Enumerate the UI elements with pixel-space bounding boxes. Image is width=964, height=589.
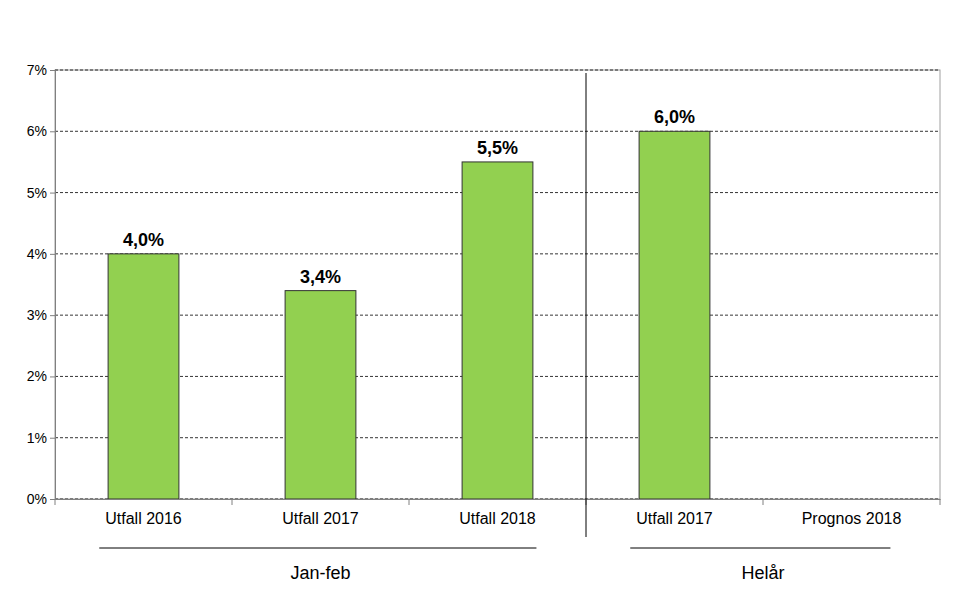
bars <box>108 131 710 499</box>
tick: 7% <box>27 62 55 78</box>
tick: 4% <box>27 246 55 262</box>
grid-line <box>55 131 940 132</box>
data-label: 5,5% <box>477 138 518 158</box>
bar <box>462 162 533 499</box>
tick: 0% <box>27 491 55 507</box>
tick-mark <box>50 254 55 255</box>
plot-frame <box>55 70 940 499</box>
tick-label: 4% <box>27 246 47 262</box>
tick: Utfall 2017 <box>282 499 359 527</box>
category-tick <box>55 499 56 505</box>
tick: 6% <box>27 123 55 139</box>
chart: 4,0% 3,4% 5,5% 6,0% 0% 1% 2% 3% 4% 5% 6% 7% Utfall 2… <box>0 0 964 589</box>
tick-mark <box>50 438 55 439</box>
tick-label: Utfall 2016 <box>105 510 182 527</box>
groups: Jan-feb Helår <box>99 73 890 583</box>
tick-label: Utfall 2017 <box>636 510 713 527</box>
tick-mark <box>50 315 55 316</box>
category-tick <box>409 499 410 505</box>
axis-line <box>56 499 941 500</box>
tick: 2% <box>27 368 55 384</box>
tick-mark <box>50 193 55 194</box>
group-separator <box>586 73 587 537</box>
y-axis: 0% 1% 2% 3% 4% 5% 6% 7% <box>27 62 56 507</box>
tick-label: 3% <box>27 307 47 323</box>
category-separators <box>55 499 940 505</box>
data-label: 3,4% <box>300 267 341 287</box>
tick: 5% <box>27 185 55 201</box>
tick-label: 6% <box>27 123 47 139</box>
bar <box>108 254 179 499</box>
tick-label: 1% <box>27 430 47 446</box>
group-underline <box>630 548 890 549</box>
tick: Prognos 2018 <box>802 499 902 527</box>
tick-mark <box>50 376 55 377</box>
group-label: Jan-feb <box>290 563 350 583</box>
data-labels: 4,0% 3,4% 5,5% 6,0% <box>123 107 695 286</box>
tick: Utfall 2016 <box>105 499 182 527</box>
tick-label: 5% <box>27 185 47 201</box>
tick: 3% <box>27 307 55 323</box>
x-axis: Utfall 2016 Utfall 2017 Utfall 2018 Utfall … <box>56 499 941 527</box>
group-label: Helår <box>741 563 784 583</box>
tick-mark <box>50 131 55 132</box>
bar <box>639 131 710 499</box>
tick-mark <box>50 70 55 71</box>
category-tick <box>763 499 764 505</box>
tick-label: 0% <box>27 491 47 507</box>
tick-label: Utfall 2017 <box>282 510 359 527</box>
grid <box>55 70 940 499</box>
tick-label: Prognos 2018 <box>802 510 902 527</box>
category-tick <box>232 499 233 505</box>
bar <box>285 291 356 499</box>
tick-label: 2% <box>27 368 47 384</box>
tick: 1% <box>27 430 55 446</box>
tick-label: Utfall 2018 <box>459 510 536 527</box>
group-underline <box>99 548 536 549</box>
category-tick <box>940 499 941 505</box>
grid-line <box>55 70 940 71</box>
data-label: 4,0% <box>123 230 164 250</box>
tick: Utfall 2018 <box>459 499 536 527</box>
tick-label: 7% <box>27 62 47 78</box>
tick: Utfall 2017 <box>636 499 713 527</box>
axis-line <box>55 71 56 500</box>
data-label: 6,0% <box>654 107 695 127</box>
tick-mark <box>50 499 55 500</box>
